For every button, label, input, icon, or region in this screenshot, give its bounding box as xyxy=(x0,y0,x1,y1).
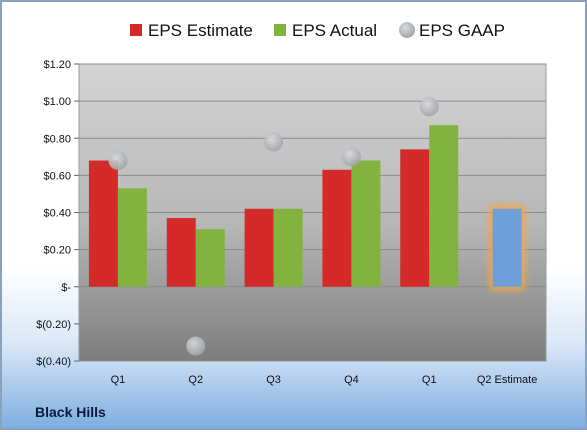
eps-actual-bar xyxy=(273,208,303,287)
x-axis-ticks: Q1 Q2 Q3 Q4 Q1 Q2 Estimate xyxy=(111,374,538,386)
eps-gaap-point xyxy=(341,147,361,167)
y-tick-label: $0.80 xyxy=(43,133,71,145)
y-tick-label: $(0.40) xyxy=(36,356,71,368)
gridlines xyxy=(79,63,546,362)
y-tick-label: $(0.20) xyxy=(36,319,71,331)
eps-actual-bar xyxy=(117,188,147,287)
gaap-points xyxy=(108,97,439,356)
x-category-label: Q1 xyxy=(422,374,437,386)
bars xyxy=(88,125,526,291)
y-tick-label: $0.40 xyxy=(43,208,71,220)
legend-label: EPS Actual xyxy=(292,21,377,40)
eps-actual-bar xyxy=(351,160,381,287)
legend-marker-eps-estimate xyxy=(130,24,142,36)
y-tick-label: $1.00 xyxy=(43,96,71,108)
eps-estimate-bar xyxy=(88,160,118,287)
x-category-label: Q2 xyxy=(188,374,203,386)
y-tick-label: $0.20 xyxy=(43,245,71,257)
eps-gaap-point xyxy=(186,336,206,356)
legend-marker-eps-gaap xyxy=(399,22,415,38)
eps-gaap-point xyxy=(419,97,439,117)
eps-estimate-bar xyxy=(244,208,274,287)
eps-gaap-point xyxy=(264,132,284,152)
eps-gaap-point xyxy=(108,151,128,171)
company-name: Black Hills xyxy=(35,404,106,420)
y-tick-label: $- xyxy=(61,282,71,294)
y-tick-label: $1.20 xyxy=(43,59,71,71)
x-category-label: Q1 xyxy=(111,374,126,386)
y-axis-ticks: $1.20 $1.00 $0.80 $0.60 $0.40 $0.20 $- $(0.20) $… xyxy=(36,59,79,368)
projection-bar xyxy=(492,208,522,287)
legend: EPS Estimate EPS Actual EPS GAAP xyxy=(130,21,505,40)
x-category-label: Q2 Estimate xyxy=(477,374,538,386)
eps-actual-bar xyxy=(429,125,459,287)
legend-marker-eps-actual xyxy=(274,24,286,36)
eps-estimate-bar xyxy=(166,218,196,287)
legend-label: EPS Estimate xyxy=(148,21,253,40)
x-category-label: Q4 xyxy=(344,374,359,386)
x-category-label: Q3 xyxy=(266,374,281,386)
y-tick-label: $0.60 xyxy=(43,170,71,182)
eps-estimate-bar xyxy=(400,149,430,287)
eps-estimate-bar xyxy=(322,169,352,287)
legend-label: EPS GAAP xyxy=(419,21,505,40)
eps-actual-bar xyxy=(195,229,225,287)
